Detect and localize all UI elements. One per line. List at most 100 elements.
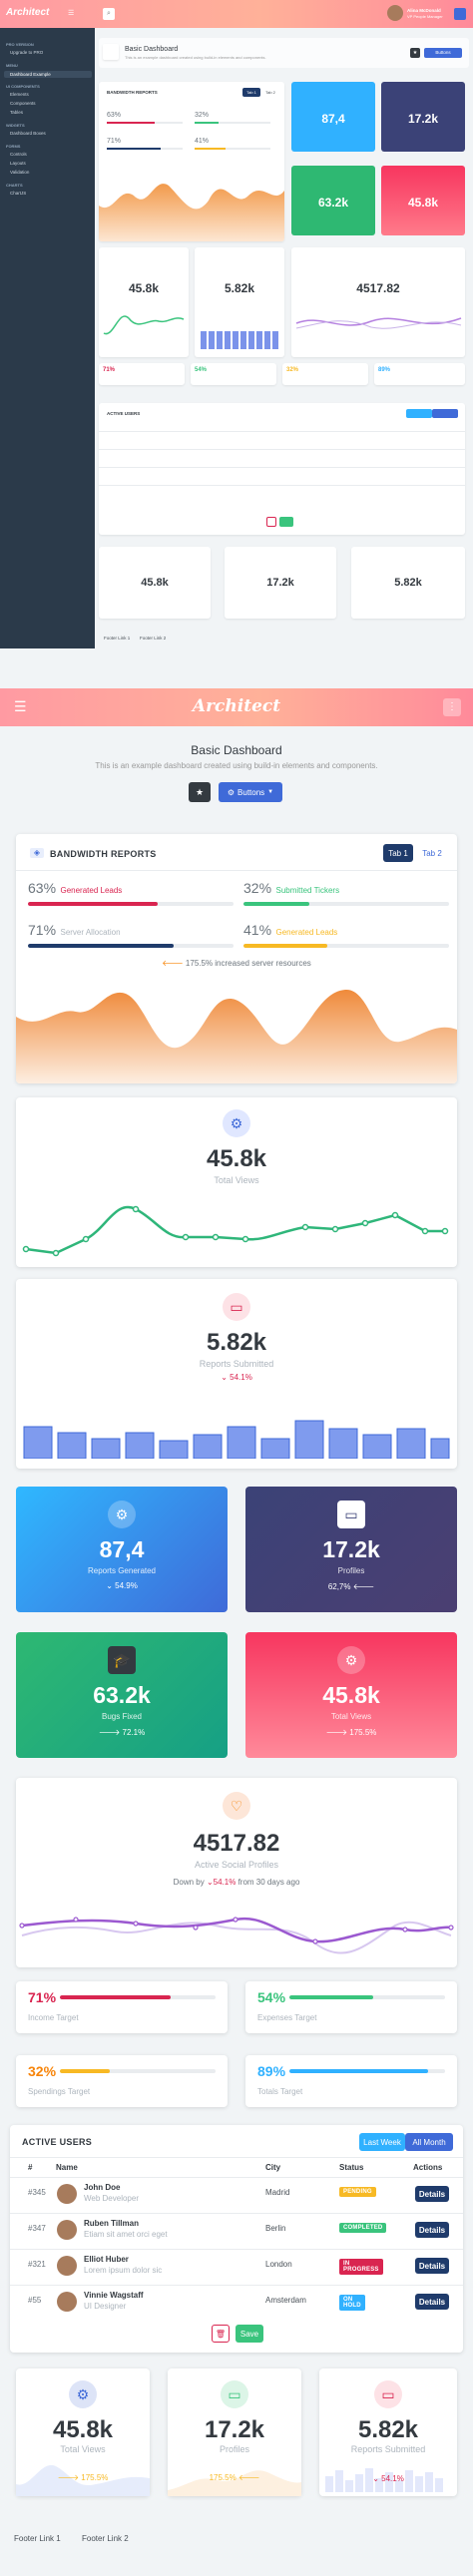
sidebar-item[interactable]: Components [10,101,36,106]
progress-fill [28,944,175,948]
footer-link-1[interactable]: Footer Link 1 [14,2534,61,2543]
desktop-star-button[interactable]: ★ [410,48,420,58]
sidebar-item[interactable]: Dashboard Example [4,71,92,78]
hamburger-icon[interactable]: ☰ [68,10,75,17]
table-row: #321 Elliot Huber Lorem ipsum dolor sic Lon… [10,2249,463,2281]
star-button[interactable]: ★ [189,782,211,802]
target-pct: 54% [257,1989,286,2005]
desktop-tab-2[interactable]: Tab 2 [265,90,275,95]
bandwidth-stat: 71% Server Allocation [28,922,234,948]
desktop-user-name: Alina McDonald [407,8,441,13]
sidebar-section-heading: UI COMPONENTS [6,84,40,89]
row-city: London [265,2260,292,2269]
row-role: Etiam sit amet orci eget [84,2230,168,2239]
page-subtitle: This is an example dashboard created usi… [95,761,378,770]
target-label: Expenses Target [257,2013,317,2022]
chevron-down-icon: ▼ [267,789,274,795]
desktop-page-icon [103,44,119,60]
row-name: John Doe [84,2183,121,2192]
bandwidth-area-chart [16,989,457,1083]
desktop-stat-pct: 71% [107,138,122,145]
sidebar-item[interactable]: Upgrade to PRO [10,50,44,55]
reports-generated-tile: ⚙ 87,4 Reports Generated ⌄ 54.9% [16,1487,228,1612]
delete-button[interactable]: 🗑 [212,2325,230,2343]
row-name: Elliot Huber [84,2255,129,2264]
details-button[interactable]: Details [415,2258,449,2274]
save-button[interactable]: Save [236,2325,263,2343]
reports-value: 5.82k [206,1329,267,1356]
sidebar-item[interactable]: Tables [10,110,24,115]
bandwidth-icon: ◈ [30,848,44,858]
sidebar-item[interactable]: ChartJS [10,191,27,196]
details-button[interactable]: Details [415,2186,449,2202]
arrow-right-icon: 🡒 [57,2473,80,2482]
sidebar-item[interactable]: Dashboard Boxes [10,131,46,136]
desktop-tile: 45.8k [381,166,465,235]
table-header: # Name City Status Actions [28,2163,443,2172]
tab-last-week[interactable]: Last Week [359,2133,405,2151]
sidebar-item[interactable]: Layouts [10,161,26,166]
search-icon[interactable]: ⌕ [103,8,115,20]
desktop-page-title-card: Basic Dashboard This is an example dashb… [99,38,469,68]
desktop-tab-1[interactable]: Tab 1 [242,88,260,97]
desktop-target: 71% [99,363,185,385]
sidebar-item[interactable]: Controls [10,152,27,157]
desktop-target: 54% [191,363,276,385]
sidebar-section-heading: WIDGETS [6,123,25,128]
buttons-dropdown[interactable]: ⚙ Buttons ▼ [219,782,282,802]
reports-card: ▭ 5.82k Reports Submitted ⌄ 54.1% [16,1279,457,1469]
page-title: Basic Dashboard [191,743,282,757]
desktop-footer-link-1[interactable]: Footer Link 1 [104,636,131,641]
target-label: Totals Target [257,2087,303,2096]
avatar [57,2220,77,2240]
target-pct: 71% [28,1989,57,2005]
row-role: UI Designer [84,2302,127,2311]
bandwidth-title: BANDWIDTH REPORTS [50,849,157,859]
sidebar-item[interactable]: Validation [10,170,30,175]
desktop-sidebar: PRO VERSION Upgrade to PRO MENU Dashboard E… [0,28,95,648]
totals-target-card: 89% Totals Target [245,2055,457,2107]
gear-icon: ⚙ [108,1501,136,1528]
desktop-buttons-dropdown[interactable]: Buttons [424,48,462,58]
bottom-views-card: ⚙ 45.8k Total Views 🡒 175.5% [16,2368,150,2496]
tab-1[interactable]: Tab 1 [383,844,413,862]
active-users-card: ACTIVE USERS Last Week All Month # Name … [10,2125,463,2353]
avatar [57,2184,77,2204]
row-name: Vinnie Wagstaff [84,2291,144,2300]
footer-link-2[interactable]: Footer Link 2 [82,2534,129,2543]
sidebar-item[interactable]: Elements [10,92,29,97]
desktop-bottom-card: 17.2k [225,547,336,619]
desktop-tile: 63.2k [291,166,375,235]
tab-all-month[interactable]: All Month [405,2133,453,2151]
progress-fill [60,1995,171,1999]
total-views-label: Total Views [214,1175,259,1185]
social-value: 4517.82 [193,1830,280,1857]
total-views-value: 45.8k [206,1145,267,1172]
sidebar-section-heading: MENU [6,63,18,68]
laptop-icon: ▭ [223,1293,250,1321]
desktop-footer-link-2[interactable]: Footer Link 2 [140,636,167,641]
reports-label: Reports Submitted [199,1359,274,1369]
details-button[interactable]: Details [415,2222,449,2238]
progress-fill [289,1995,374,1999]
monitor-icon: ▭ [337,1501,365,1528]
gear-icon: ⚙ [69,2380,97,2408]
trash-icon: 🗑 [215,2329,227,2339]
star-icon: ★ [195,786,205,797]
target-label: Income Target [28,2013,79,2022]
row-id: #321 [28,2260,46,2269]
desktop-stat-pct: 63% [107,112,122,119]
details-button[interactable]: Details [415,2294,449,2310]
monitor-icon: ▭ [221,2380,248,2408]
hamburger-icon[interactable]: ☰ [14,698,27,714]
arrow-down-icon: ⌄ [106,1581,113,1590]
more-icon[interactable]: ⋮ [443,698,461,716]
tab-2[interactable]: Tab 2 [422,848,442,858]
expenses-target-card: 54% Expenses Target [245,1981,457,2033]
arrow-down-icon: ⌄ [372,2474,379,2483]
desktop-views-card: 45.8k [99,247,189,357]
user-avatar[interactable] [387,5,403,21]
row-id: #347 [28,2224,46,2233]
calendar-icon[interactable] [454,8,466,20]
desktop-bandwidth-chart [99,184,284,241]
